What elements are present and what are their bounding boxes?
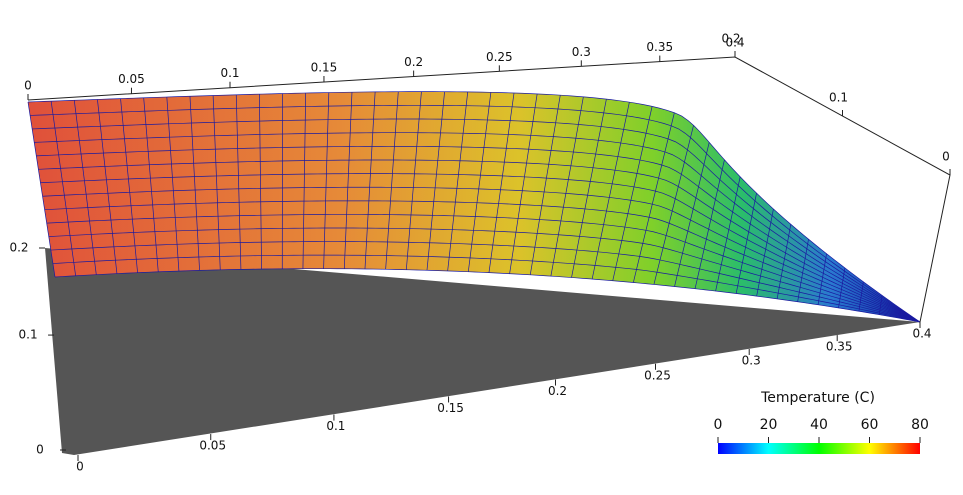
mesh-line <box>32 118 921 323</box>
tick-label: 0.3 <box>742 353 761 367</box>
mesh-line <box>612 106 653 281</box>
tick-label: 0.1 <box>19 328 38 342</box>
mesh-line <box>235 94 242 270</box>
mesh-line <box>166 96 180 272</box>
tick-label: 0.35 <box>826 340 853 354</box>
mesh-line <box>34 132 921 323</box>
tick-label: 0.05 <box>199 439 226 453</box>
mesh-line <box>143 97 159 272</box>
mesh-line <box>189 96 200 271</box>
mesh-line <box>467 92 492 272</box>
mesh-line <box>343 92 353 269</box>
tick-label: 0 <box>24 79 32 93</box>
mesh-line <box>385 91 399 270</box>
tick-label: 0.1 <box>326 419 345 433</box>
tick-label: 0.25 <box>644 368 671 382</box>
mesh-line <box>756 208 774 297</box>
tick-label: 0.2 <box>404 55 423 69</box>
colorbar-title: Temperature (C) <box>760 390 875 406</box>
mesh-line <box>44 200 921 323</box>
mesh-line <box>42 186 921 323</box>
mesh-line <box>571 99 607 278</box>
tick-label: 0.2 <box>721 32 740 46</box>
tick-label: 0.25 <box>486 50 513 64</box>
mesh-line <box>323 92 330 269</box>
mesh-line <box>633 112 675 283</box>
tick-label: 0.15 <box>311 61 338 75</box>
mesh-line <box>40 173 921 323</box>
mesh <box>27 91 921 323</box>
mesh-line <box>38 159 921 323</box>
mesh-line <box>46 214 921 323</box>
tick-label: 0 <box>76 460 84 474</box>
tick-label: 0.3 <box>572 45 591 59</box>
mesh-line <box>447 91 469 271</box>
tick-label: 0.4 <box>725 36 744 50</box>
mesh-line <box>364 91 376 269</box>
mesh-line <box>48 227 921 323</box>
colorbar-tick-label: 80 <box>911 417 929 433</box>
mesh-line <box>550 96 584 277</box>
mesh-line <box>509 93 538 274</box>
base-plane <box>45 248 920 455</box>
mesh-line <box>27 91 921 323</box>
mesh-line <box>674 142 710 287</box>
colorbar-tick-label: 20 <box>760 417 778 433</box>
mesh-line <box>52 254 921 323</box>
colorbar: Temperature (C) 0 20 40 60 80 <box>714 390 929 454</box>
colorbar-tick-label: 0 <box>714 417 723 433</box>
mesh-line <box>50 101 76 276</box>
mesh-line <box>694 159 725 289</box>
mesh-line <box>405 91 422 270</box>
mesh-line <box>120 98 138 273</box>
colorbar-tick-label: 40 <box>810 417 828 433</box>
mesh-line <box>797 239 809 302</box>
mesh-line <box>50 241 921 323</box>
mesh-line <box>259 94 262 270</box>
tick-label: 0.35 <box>646 40 673 54</box>
tick-label: 0.4 <box>912 327 931 341</box>
tick-label: 0.15 <box>437 401 464 415</box>
mesh-line <box>776 224 792 299</box>
tick-label: 0.1 <box>220 66 239 80</box>
mesh-line <box>529 95 561 275</box>
mesh-line <box>30 104 921 323</box>
mesh-line <box>36 145 921 323</box>
mesh-line <box>212 95 221 270</box>
mesh-line <box>426 91 445 271</box>
mesh-line <box>97 99 118 274</box>
colorbar-tick-label: 60 <box>861 417 879 433</box>
tick-label: 0.1 <box>829 91 848 105</box>
mesh-line <box>838 267 846 308</box>
mesh-line <box>817 253 827 305</box>
mesh-line <box>73 100 97 275</box>
mesh-line <box>488 92 515 273</box>
mesh-line <box>591 102 630 280</box>
tick-label: 0.2 <box>9 241 28 255</box>
axes: 0 0.05 0.1 0.15 0.2 0.25 0.3 0.35 0.40.20.1000.1… <box>9 32 951 474</box>
mesh-line <box>858 281 864 312</box>
mesh-line <box>54 268 921 323</box>
tick-label: 0.2 <box>548 384 567 398</box>
mesh-line <box>735 193 757 294</box>
mesh-line <box>653 125 694 285</box>
tick-label: 0 <box>36 443 44 457</box>
surface <box>28 91 920 322</box>
tick-label: 0 <box>942 150 950 164</box>
mesh-line <box>27 101 56 278</box>
tick-label: 0.05 <box>118 72 145 86</box>
mesh-line <box>715 176 741 292</box>
mesh-line <box>302 93 307 269</box>
colorbar-bar <box>718 443 920 454</box>
